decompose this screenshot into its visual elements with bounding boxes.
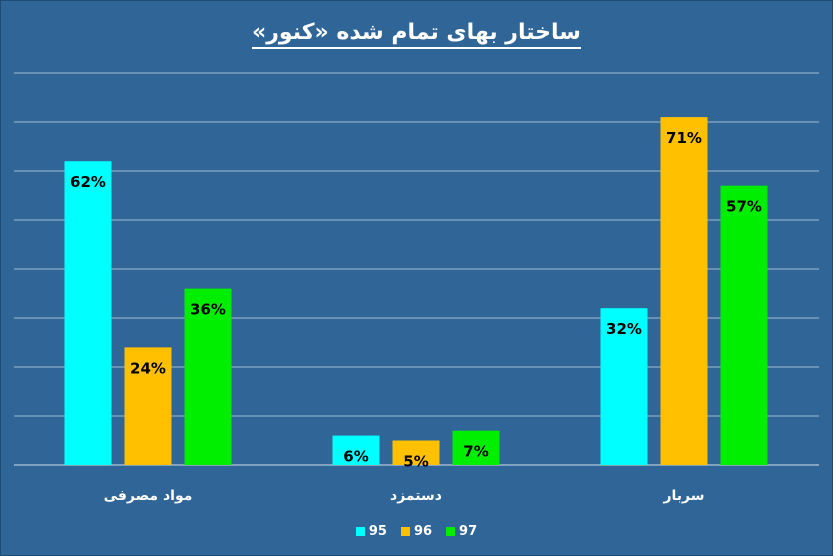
category-label: سربار (662, 488, 704, 504)
legend-label: 96 (413, 524, 433, 539)
legend-item-95: 95 (355, 524, 387, 539)
category-label: دستمزد (390, 488, 442, 504)
legend-swatch (355, 527, 365, 536)
legend-swatch (400, 527, 410, 536)
bar-97-1 (452, 430, 500, 465)
chart-title: ساختار بهای تمام شده «کنور» (0, 20, 833, 49)
data-label: 5% (403, 453, 428, 471)
data-label: 71% (666, 129, 702, 147)
bar-95-0 (64, 161, 112, 465)
bar-95-2 (600, 308, 648, 465)
legend: 95 96 97 (0, 524, 833, 539)
chart-title-text: ساختار بهای تمام شده «کنور» (252, 20, 581, 49)
legend-label: 97 (459, 524, 478, 539)
legend-item-96: 96 (400, 524, 433, 539)
legend-swatch (446, 527, 456, 536)
data-label: 57% (726, 198, 762, 216)
data-label: 6% (343, 448, 368, 466)
data-label: 62% (70, 173, 106, 191)
data-label: 7% (463, 443, 488, 461)
bar-96-1 (392, 440, 440, 465)
legend-label: 95 (368, 524, 387, 539)
legend-item-97: 97 (446, 524, 477, 539)
data-label: 32% (606, 320, 642, 338)
bar-96-2 (660, 117, 708, 465)
bar-97-0 (184, 288, 232, 465)
data-label: 24% (130, 359, 166, 377)
data-label: 36% (190, 301, 226, 319)
bar-95-1 (332, 435, 380, 465)
bar-96-0 (124, 347, 172, 465)
bar-97-2 (720, 185, 768, 465)
category-label: مواد مصرفی (104, 488, 193, 504)
